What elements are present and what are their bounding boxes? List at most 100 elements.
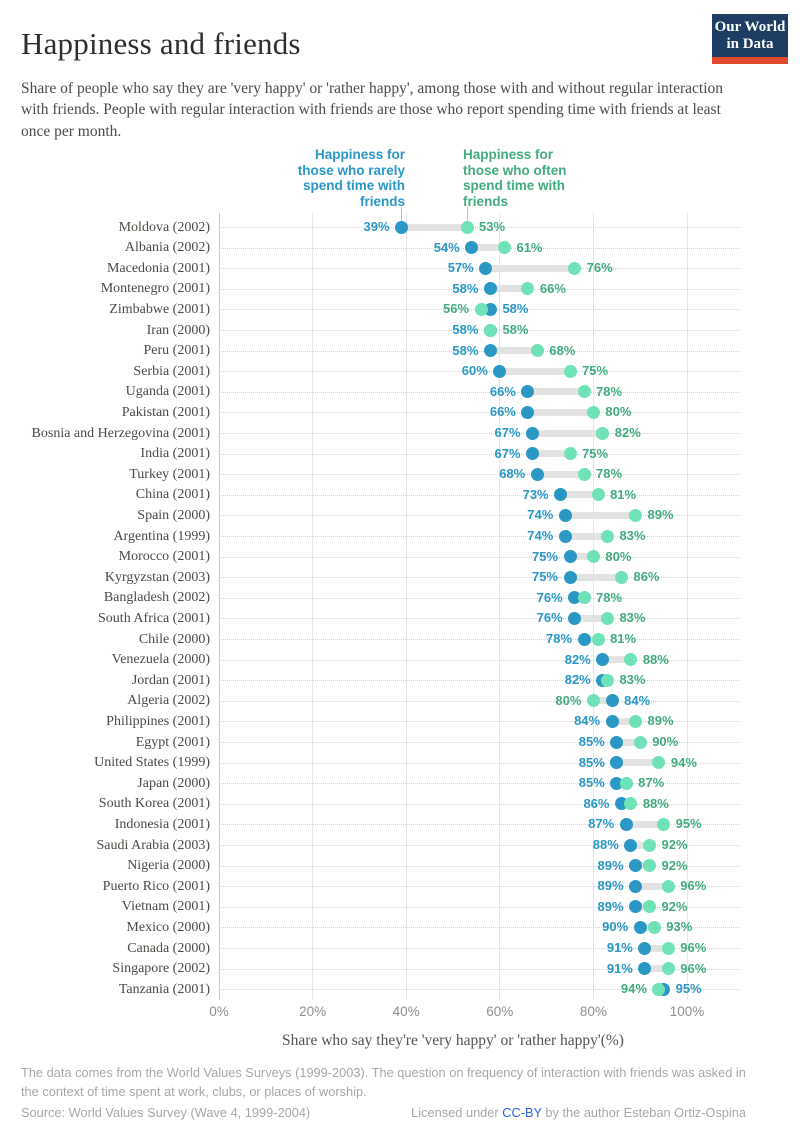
dumbbell-connector (565, 532, 608, 540)
country-label: Bosnia and Herzegovina (2001) (31, 425, 210, 441)
rarely-value-label: 82% (564, 672, 591, 688)
cc-by-link[interactable]: CC-BY (502, 1105, 542, 1121)
often-value-label: 96% (680, 878, 707, 894)
often-value-label: 61% (516, 239, 543, 255)
owid-logo-line2: in Data (726, 36, 774, 52)
x-gridline (686, 213, 688, 1000)
often-value-label: 58% (502, 322, 529, 337)
often-dot (643, 838, 657, 852)
rarely-dot (526, 426, 540, 440)
row-dotted-line (219, 783, 740, 785)
often-dot (521, 282, 535, 296)
often-value-label: 89% (647, 713, 674, 729)
x-gridline (499, 213, 501, 1000)
country-label: Uganda (2001) (125, 384, 210, 400)
dumbbell-connector (485, 264, 575, 272)
often-dot (530, 344, 544, 358)
row-dotted-line (219, 803, 740, 805)
rarely-dot (638, 941, 652, 955)
often-dot (614, 570, 628, 584)
row-dotted-line (219, 536, 740, 537)
country-label: Algeria (2002) (127, 693, 210, 709)
legend-often-line: those who often (463, 162, 567, 178)
rarely-dot (526, 447, 540, 461)
country-label: United States (1999) (94, 755, 210, 771)
country-label: Spain (2000) (137, 507, 210, 523)
country-label: Turkey (2001) (129, 466, 210, 482)
country-label: Puerto Rico (2001) (102, 878, 210, 894)
x-tick-label: 0% (209, 1004, 229, 1019)
country-label: Macedonia (2001) (106, 260, 210, 276)
often-dot (619, 776, 633, 790)
rarely-dot (638, 962, 652, 976)
dumbbell-connector (490, 285, 528, 293)
country-label: Iran (2000) (146, 322, 210, 338)
owid-logo-red-bar (712, 57, 788, 64)
row-dotted-line (219, 968, 740, 970)
rarely-value-label: 88% (592, 837, 619, 852)
row-dotted-line (219, 680, 740, 682)
often-value-label: 53% (479, 219, 506, 234)
often-value-label: 96% (680, 940, 707, 955)
dumbbell-connector (527, 388, 585, 396)
row-dotted-line (219, 700, 740, 702)
often-value-label: 78% (596, 589, 623, 605)
row-dotted-line (219, 288, 740, 290)
often-dot (586, 405, 600, 419)
owid-logo-line1: Our World (714, 19, 786, 35)
rarely-dot (629, 900, 643, 914)
often-dot (568, 261, 582, 275)
dumbbell-connector (471, 244, 505, 252)
dumbbell-connector (612, 717, 636, 725)
dumbbell-connector (537, 470, 585, 478)
often-value-label: 88% (642, 651, 669, 667)
rarely-value-label: 66% (489, 404, 516, 420)
often-value-label: 66% (539, 280, 566, 296)
legend-often-line: friends (463, 193, 509, 209)
rarely-value-label: 76% (536, 589, 563, 605)
often-dot (600, 611, 614, 625)
x-tick-label: 40% (392, 1004, 420, 1019)
rarely-dot (530, 467, 544, 481)
country-label: South Korea (2001) (98, 796, 210, 812)
row-dotted-line (219, 762, 740, 764)
rarely-dot (624, 838, 638, 852)
often-dot (577, 385, 591, 399)
rarely-value-label: 89% (597, 898, 624, 914)
rarely-dot (568, 611, 582, 625)
license-suffix: by the author Esteban Ortiz-Ospina (541, 1105, 746, 1121)
rarely-value-label: 60% (461, 363, 488, 379)
rarely-dot (605, 694, 619, 708)
row-dotted-line (219, 948, 740, 949)
row-dotted-line (219, 865, 740, 867)
license-text: Licensed under CC-BY by the author Esteb… (411, 1103, 746, 1122)
dumbbell-connector (570, 573, 622, 581)
often-value-label: 75% (582, 363, 609, 379)
rarely-dot (610, 756, 624, 770)
country-label: Bangladesh (2002) (103, 590, 210, 606)
often-dot (586, 694, 600, 708)
x-gridline (405, 213, 407, 1000)
often-dot (652, 756, 666, 770)
often-value-label: 94% (670, 754, 697, 770)
often-value-label: 90% (652, 734, 679, 749)
often-value-label: 87% (638, 775, 665, 791)
rarely-value-label: 75% (531, 548, 558, 564)
often-dot (596, 426, 610, 440)
x-tick-label: 100% (669, 1004, 705, 1019)
row-dotted-line (219, 906, 740, 908)
rarely-value-label: 68% (499, 466, 526, 482)
rarely-value-label: 66% (489, 383, 516, 399)
rarely-value-label: 85% (578, 754, 605, 770)
dumbbell-connector (565, 511, 636, 519)
often-dot (647, 920, 661, 934)
often-value-label: 80% (605, 548, 632, 564)
rarely-dot (395, 220, 409, 234)
country-label: Moldova (2002) (118, 219, 210, 235)
legend-pointer-line-rarely (401, 207, 402, 221)
rarely-value-label: 91% (606, 960, 633, 976)
dumbbell-connector (532, 450, 570, 458)
rarely-value-label: 84% (624, 692, 651, 708)
dumbbell-connector (635, 882, 669, 890)
often-value-label: 86% (633, 569, 660, 585)
